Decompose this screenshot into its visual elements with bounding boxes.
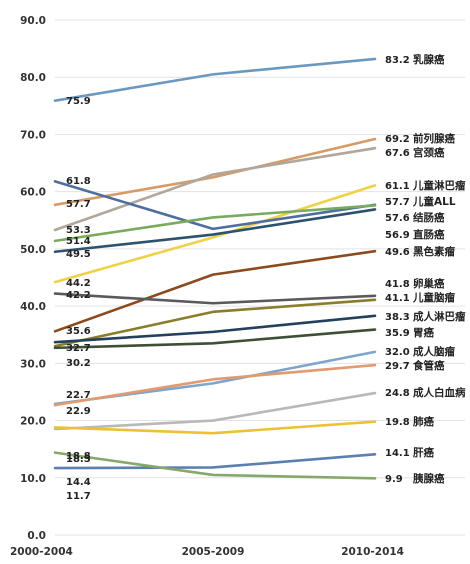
series-name-label: 儿童脑瘤 <box>412 291 455 304</box>
series-line <box>53 363 377 407</box>
y-axis-ticks: 0.0 10.0 20.0 30.0 40.0 50.0 60.0 70.0 80.0 90.0 <box>20 15 46 542</box>
x-tick-label: 2000-2004 <box>10 546 73 558</box>
start-value-label: 53.3 <box>66 225 91 236</box>
end-value-label: 41.1 <box>385 293 410 304</box>
start-value-label: 44.2 <box>66 278 91 289</box>
series-line <box>53 184 377 284</box>
start-value-label: 57.7 <box>66 199 91 210</box>
series-name-label: 宫颈癌 <box>413 146 445 159</box>
series-lines <box>53 57 377 480</box>
end-value-label: 49.6 <box>385 247 410 258</box>
end-value-label: 38.3 <box>385 312 410 323</box>
end-value-label: 9.9 <box>385 474 403 485</box>
series-line <box>53 137 377 207</box>
start-value-label: 75.9 <box>66 96 91 107</box>
series-line <box>53 420 377 435</box>
x-tick-label: 2010-2014 <box>341 546 404 558</box>
end-value-label: 56.9 <box>385 230 410 241</box>
end-value-label: 19.8 <box>385 417 410 428</box>
series-line <box>53 146 377 232</box>
end-value-label: 29.7 <box>385 361 410 372</box>
series-name-label: 卵巢癌 <box>413 277 445 290</box>
start-value-label: 22.7 <box>66 390 91 401</box>
start-value-label: 18.5 <box>66 454 91 465</box>
series-line <box>53 314 377 344</box>
series-name-label: 儿童ALL <box>412 195 456 208</box>
start-value-label: 18.8 <box>66 451 91 462</box>
series-name-label: 黑色素瘤 <box>413 245 455 258</box>
y-tick-label: 40.0 <box>20 301 46 313</box>
series-line <box>53 298 377 348</box>
end-value-label: 14.1 <box>385 448 410 459</box>
data-labels: 75.9 83.2 乳腺癌 57.7 69.2 前列腺癌 53.3 67.6 宫颈癌 44.2 61… <box>66 53 466 502</box>
series-line <box>53 208 377 254</box>
series-name-label: 儿童淋巴瘤 <box>412 179 466 192</box>
end-value-label: 69.2 <box>385 134 410 145</box>
x-tick-label: 2005-2009 <box>182 546 245 558</box>
y-tick-label: 50.0 <box>20 244 46 256</box>
start-value-label: 22.9 <box>66 406 91 417</box>
y-tick-label: 80.0 <box>20 72 46 84</box>
series-name-label: 前列腺癌 <box>413 132 455 145</box>
start-value-label: 42.2 <box>66 290 91 301</box>
series-name-label: 直肠癌 <box>413 228 445 241</box>
end-value-label: 61.1 <box>385 181 410 192</box>
series-line <box>53 292 377 305</box>
start-value-label: 35.6 <box>66 326 91 337</box>
series-name-label: 成人脑瘤 <box>413 345 455 358</box>
start-value-label: 11.7 <box>66 491 91 502</box>
start-value-label: 49.5 <box>66 249 91 260</box>
series-line <box>53 451 377 480</box>
series-name-label: 结肠癌 <box>413 211 445 224</box>
x-axis-ticks: 2000-2004 2005-2009 2010-2014 <box>10 546 404 558</box>
y-tick-label: 60.0 <box>20 187 46 199</box>
end-value-label: 57.6 <box>385 213 410 224</box>
series-name-label: 胰腺癌 <box>413 472 445 485</box>
start-value-label: 30.2 <box>66 358 91 369</box>
series-name-label: 成人淋巴瘤 <box>413 310 466 323</box>
end-value-label: 67.6 <box>385 148 410 159</box>
series-name-label: 肺癌 <box>413 415 434 428</box>
series-line <box>53 249 377 333</box>
end-value-label: 35.9 <box>385 328 410 339</box>
y-tick-label: 30.0 <box>20 358 46 370</box>
series-line <box>53 453 377 470</box>
y-tick-label: 90.0 <box>20 15 46 27</box>
y-tick-label: 70.0 <box>20 129 46 141</box>
series-name-label: 食管癌 <box>412 359 445 372</box>
end-value-label: 57.7 <box>385 197 410 208</box>
series-name-label: 肝癌 <box>413 446 434 459</box>
series-name-label: 乳腺癌 <box>413 53 445 66</box>
start-value-label: 61.8 <box>66 176 91 187</box>
y-tick-label: 0.0 <box>27 530 46 542</box>
end-value-label: 83.2 <box>385 55 410 66</box>
end-value-label: 24.8 <box>385 388 410 399</box>
y-tick-label: 20.0 <box>20 416 46 428</box>
start-value-label: 32.7 <box>66 343 91 354</box>
end-value-label: 41.8 <box>385 279 410 290</box>
series-name-label: 成人白血病 <box>413 386 466 399</box>
start-value-label: 14.4 <box>66 477 91 488</box>
series-line <box>53 180 377 231</box>
series-name-label: 胃癌 <box>413 326 434 339</box>
series-line <box>53 391 377 431</box>
start-value-label: 51.4 <box>66 236 91 247</box>
series-line <box>53 204 377 243</box>
series-line <box>53 328 377 350</box>
end-value-label: 32.0 <box>385 347 410 358</box>
y-tick-label: 10.0 <box>20 473 46 485</box>
series-line <box>53 57 377 102</box>
